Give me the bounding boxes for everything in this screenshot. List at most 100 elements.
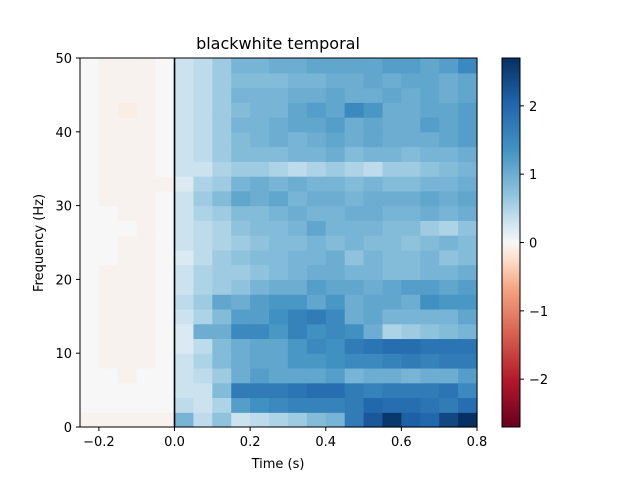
heatmap-cell	[382, 353, 402, 369]
heatmap-cell	[344, 87, 365, 103]
heatmap-cell	[136, 117, 157, 133]
heatmap-cell	[306, 338, 327, 354]
heatmap-cell	[439, 264, 459, 280]
heatmap-cell	[306, 397, 327, 413]
heatmap-cell	[439, 190, 459, 207]
heatmap-cell	[344, 412, 365, 428]
heatmap-cell	[439, 294, 459, 310]
x-tick-label: 0.0	[164, 435, 185, 450]
heatmap-cell	[193, 220, 213, 236]
heatmap-cell	[382, 146, 402, 162]
x-tick-label: 0.6	[391, 435, 412, 450]
heatmap-cell	[250, 72, 270, 89]
heatmap-cell	[287, 382, 308, 399]
heatmap-cell	[269, 161, 289, 177]
heatmap-cell	[155, 264, 176, 280]
heatmap-cell	[325, 176, 346, 192]
heatmap-cell	[174, 353, 195, 369]
heatmap-cell	[344, 161, 365, 177]
heatmap-cell	[80, 412, 100, 428]
heatmap-cell	[155, 279, 176, 295]
heatmap-cell	[363, 190, 384, 207]
heatmap-cell	[136, 205, 157, 221]
heatmap-cell	[117, 367, 138, 384]
colorbar-tick-label: −1	[529, 305, 548, 320]
heatmap-cell	[306, 146, 327, 162]
heatmap-cell	[420, 264, 440, 280]
heatmap-cell	[98, 131, 119, 148]
heatmap-cell	[231, 308, 251, 325]
heatmap-cell	[269, 264, 289, 280]
heatmap-cell	[382, 382, 402, 399]
heatmap-cell	[155, 117, 176, 133]
heatmap-cell	[325, 367, 346, 384]
heatmap-cell	[363, 382, 384, 399]
heatmap-cell	[212, 249, 232, 266]
heatmap-cell	[98, 235, 119, 251]
heatmap-cell	[344, 205, 365, 221]
heatmap-cell	[458, 412, 478, 428]
heatmap-cell	[439, 412, 459, 428]
heatmap-cell	[420, 235, 440, 251]
heatmap-cell	[363, 220, 384, 236]
heatmap-cell	[117, 353, 138, 369]
heatmap-cell	[458, 353, 478, 369]
heatmap-cell	[212, 235, 232, 251]
heatmap-cell	[98, 323, 119, 340]
heatmap-cell	[363, 279, 384, 295]
heatmap-cell	[80, 117, 100, 133]
heatmap-cell	[98, 58, 119, 74]
heatmap-cell	[193, 117, 213, 133]
heatmap-cell	[458, 220, 478, 236]
heatmap-cell	[117, 397, 138, 413]
heatmap-cell	[136, 323, 157, 340]
heatmap-cell	[382, 412, 402, 428]
heatmap-cell	[420, 131, 440, 148]
heatmap-cell	[344, 382, 365, 399]
heatmap-cell	[269, 397, 289, 413]
heatmap-cell	[439, 235, 459, 251]
colorbar-tick-label: 0	[529, 237, 537, 252]
heatmap-cell	[193, 308, 213, 325]
heatmap-cell	[401, 161, 421, 177]
heatmap-cell	[363, 102, 384, 118]
heatmap-cell	[212, 220, 232, 236]
heatmap-cell	[250, 146, 270, 162]
heatmap-cell	[401, 205, 421, 221]
heatmap-cell	[382, 294, 402, 310]
colorbar-tick-label: −2	[529, 373, 548, 388]
heatmap-cell	[250, 235, 270, 251]
heatmap-cell	[174, 367, 195, 384]
heatmap-cell	[212, 146, 232, 162]
heatmap-cell	[325, 161, 346, 177]
heatmap-cell	[287, 190, 308, 207]
heatmap-cell	[363, 264, 384, 280]
heatmap-cell	[174, 279, 195, 295]
heatmap-cell	[458, 308, 478, 325]
heatmap-cell	[287, 264, 308, 280]
heatmap-cell	[363, 412, 384, 428]
heatmap-cell	[269, 367, 289, 384]
heatmap-cell	[117, 87, 138, 103]
y-tick-label: 20	[55, 273, 72, 288]
heatmap-cell	[231, 176, 251, 192]
heatmap-cell	[98, 338, 119, 354]
heatmap-cell	[212, 338, 232, 354]
heatmap-cell	[306, 176, 327, 192]
heatmap-cell	[458, 367, 478, 384]
heatmap-cell	[231, 102, 251, 118]
heatmap-cell	[231, 323, 251, 340]
heatmap-cell	[136, 220, 157, 236]
heatmap-cell	[420, 308, 440, 325]
heatmap-cell	[382, 367, 402, 384]
heatmap-cell	[382, 205, 402, 221]
heatmap-cell	[269, 338, 289, 354]
heatmap-cell	[269, 235, 289, 251]
heatmap-cell	[212, 58, 232, 74]
heatmap-cell	[136, 308, 157, 325]
heatmap-cell	[80, 235, 100, 251]
heatmap-cell	[212, 176, 232, 192]
heatmap-cell	[344, 308, 365, 325]
heatmap-cell	[98, 279, 119, 295]
heatmap-cell	[458, 146, 478, 162]
